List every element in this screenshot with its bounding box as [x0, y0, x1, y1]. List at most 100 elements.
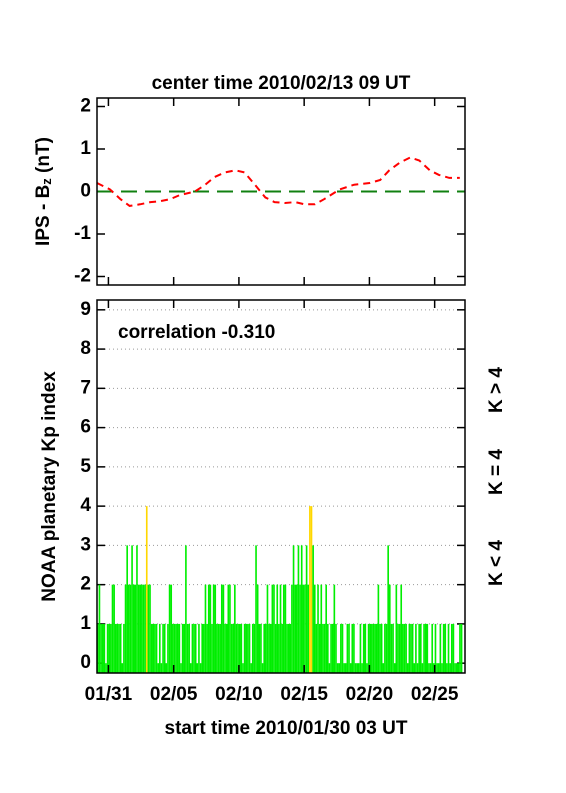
bar — [374, 623, 376, 673]
y-tick-label: 6 — [80, 417, 91, 438]
bar — [206, 623, 208, 673]
bar — [459, 623, 461, 673]
bar — [320, 584, 323, 673]
bar — [127, 584, 130, 673]
bar — [269, 623, 272, 673]
bar — [366, 663, 368, 673]
bar — [343, 663, 345, 673]
bar — [271, 584, 274, 673]
bar — [180, 663, 182, 673]
bar — [429, 663, 432, 673]
legend-label: K = 4 — [486, 449, 507, 495]
chart-title: center time 2010/02/13 09 UT — [152, 73, 411, 94]
bar — [207, 584, 210, 673]
bar — [251, 623, 254, 673]
bar — [439, 623, 442, 673]
y-tick-label: 1 — [80, 613, 91, 634]
bar — [214, 584, 217, 673]
bar — [186, 623, 189, 673]
bar — [196, 663, 199, 673]
bar — [415, 623, 417, 673]
y-tick-label: 0 — [80, 652, 91, 673]
y-axis-label: IPS - Bz (nT) — [33, 137, 54, 246]
bar — [309, 506, 311, 673]
bar — [340, 623, 342, 673]
bar — [203, 623, 205, 673]
bar — [437, 663, 440, 673]
bar — [377, 584, 380, 673]
bar — [181, 623, 184, 673]
bar — [106, 623, 109, 673]
bar — [149, 584, 151, 673]
bar — [165, 663, 168, 673]
bar — [247, 623, 249, 673]
legend-label: K < 4 — [486, 540, 507, 586]
bar — [380, 623, 383, 673]
bar — [390, 623, 393, 673]
bar — [436, 663, 438, 673]
bar — [457, 663, 460, 673]
x-tick-label: 02/10 — [215, 684, 263, 705]
bar — [263, 623, 266, 673]
bar — [338, 663, 341, 673]
x-tick-label: 02/15 — [280, 684, 328, 705]
bar — [176, 623, 179, 673]
bar — [189, 663, 192, 673]
bar — [442, 623, 445, 673]
bar — [444, 623, 447, 673]
bar — [209, 584, 212, 673]
bar — [131, 545, 133, 673]
y-tick-label: -1 — [74, 223, 91, 244]
bar — [449, 663, 451, 673]
annotation: correlation -0.310 — [118, 322, 275, 343]
bar — [212, 584, 215, 673]
bar — [384, 623, 386, 673]
y-axis-label: NOAA planetary Kp index — [39, 371, 60, 602]
bar — [348, 623, 350, 673]
bar — [336, 663, 339, 673]
bar — [253, 623, 256, 673]
bar — [392, 623, 394, 673]
bar — [238, 623, 241, 673]
bar — [134, 584, 137, 673]
bar — [145, 506, 148, 673]
bar — [230, 623, 233, 673]
bar — [395, 584, 398, 673]
bar — [157, 663, 159, 673]
bar — [287, 623, 290, 673]
bar — [111, 584, 114, 673]
bar — [276, 584, 279, 673]
bar — [411, 623, 414, 673]
bar — [250, 663, 252, 673]
bar — [294, 584, 297, 673]
bar — [229, 584, 231, 673]
bar — [307, 584, 310, 673]
bar — [413, 663, 416, 673]
bar — [282, 584, 285, 673]
bar — [105, 663, 107, 673]
bar — [101, 623, 104, 673]
bar — [313, 584, 316, 673]
bar — [402, 623, 404, 673]
data-line — [96, 156, 460, 207]
bar — [398, 623, 401, 673]
bar — [126, 545, 128, 673]
bar — [297, 545, 300, 673]
bar — [167, 623, 169, 673]
bar — [110, 623, 112, 673]
bar — [108, 623, 111, 673]
bar — [382, 663, 385, 673]
bar — [421, 663, 424, 673]
x-tick-label: 02/05 — [150, 684, 198, 705]
bar — [300, 545, 303, 673]
bar — [428, 663, 430, 673]
bar — [354, 663, 357, 673]
bar — [331, 623, 334, 673]
bar — [158, 623, 161, 673]
plot-frame — [96, 299, 466, 674]
bar — [369, 623, 372, 673]
bar — [160, 663, 163, 673]
bar — [419, 623, 422, 673]
bar — [183, 623, 186, 673]
bar — [193, 623, 195, 673]
